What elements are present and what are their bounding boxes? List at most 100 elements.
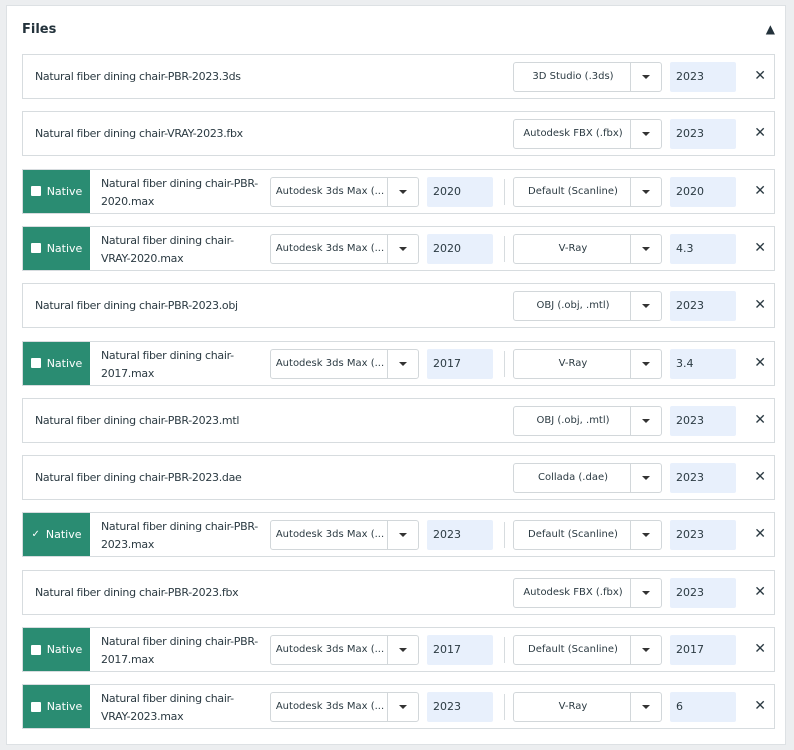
native-checkbox[interactable]: Native xyxy=(23,341,90,385)
native-checkbox[interactable]: ✓ Native xyxy=(23,513,90,557)
application-version-input[interactable]: 2017 xyxy=(427,635,493,665)
caret-down-icon[interactable] xyxy=(630,120,661,149)
native-checkbox[interactable]: Native xyxy=(23,685,90,729)
file-name: Natural fiber dining chair-2017.max xyxy=(101,348,234,380)
caret-down-icon[interactable] xyxy=(387,349,418,378)
chevron-up-icon[interactable]: ▲ xyxy=(765,22,775,36)
version-input[interactable]: 2020 xyxy=(670,176,736,207)
version-input[interactable]: 3.4 xyxy=(670,348,736,379)
select-value: 3D Studio (.3ds) xyxy=(532,71,614,82)
caret-down-icon[interactable] xyxy=(630,464,661,493)
caret-down-icon[interactable] xyxy=(630,349,661,378)
application-version-input[interactable]: 2020 xyxy=(427,176,493,207)
version-input[interactable]: 2023 xyxy=(670,62,736,92)
native-label: Native xyxy=(46,643,83,656)
application-select[interactable]: Autodesk 3ds Max (... xyxy=(270,176,419,207)
version-input[interactable]: 2023 xyxy=(670,119,736,150)
file-name: Natural fiber dining chair-PBR-2023.obj xyxy=(35,299,238,313)
caret-down-icon[interactable] xyxy=(387,177,418,206)
file-row: Natural fiber dining chair-PBR-2023.dae C… xyxy=(22,455,775,501)
version-input[interactable]: 2023 xyxy=(670,520,736,551)
version-input[interactable]: 2023 xyxy=(670,291,736,322)
select-value: Autodesk 3ds Max (... xyxy=(275,529,385,541)
caret-down-icon[interactable] xyxy=(630,521,661,550)
divider xyxy=(504,637,505,663)
application-version-input[interactable]: 2023 xyxy=(427,692,493,723)
format-select[interactable]: Default (Scanline) xyxy=(513,635,662,665)
format-select[interactable]: OBJ (.obj, .mtl) xyxy=(513,405,662,436)
caret-down-icon[interactable] xyxy=(387,234,418,263)
remove-file-icon[interactable]: ✕ xyxy=(754,297,766,314)
application-select[interactable]: Autodesk 3ds Max (... xyxy=(270,635,419,665)
file-row: Natural fiber dining chair-PBR-2023.obj O… xyxy=(22,283,775,329)
native-label: Native xyxy=(46,184,83,198)
format-select[interactable]: Default (Scanline) xyxy=(513,176,662,207)
file-name: Natural fiber dining chair-PBR-2020.max xyxy=(101,176,258,208)
format-select[interactable]: OBJ (.obj, .mtl) xyxy=(513,291,662,322)
remove-file-icon[interactable]: ✕ xyxy=(754,68,766,84)
caret-down-icon[interactable] xyxy=(387,693,418,722)
version-input[interactable]: 2017 xyxy=(670,635,736,665)
version-input[interactable]: 6 xyxy=(670,692,736,723)
remove-file-icon[interactable]: ✕ xyxy=(754,125,766,142)
remove-file-icon[interactable]: ✕ xyxy=(754,182,766,199)
native-checkbox[interactable]: Native xyxy=(23,226,90,270)
format-select[interactable]: Default (Scanline) xyxy=(513,520,662,551)
application-select[interactable]: Autodesk 3ds Max (... xyxy=(270,520,419,551)
caret-down-icon[interactable] xyxy=(387,521,418,550)
caret-down-icon[interactable] xyxy=(630,177,661,206)
select-value: OBJ (.obj, .mtl) xyxy=(536,414,610,426)
format-select[interactable]: V-Ray xyxy=(513,348,662,379)
divider xyxy=(504,522,505,549)
select-value: Autodesk 3ds Max (... xyxy=(275,185,385,197)
remove-file-icon[interactable]: ✕ xyxy=(754,354,766,371)
remove-file-icon[interactable]: ✕ xyxy=(754,583,766,600)
file-row: Native Natural fiber dining chair-PBR-201… xyxy=(22,627,775,672)
application-version-input[interactable]: 2020 xyxy=(427,233,493,264)
divider xyxy=(504,350,505,377)
file-name: Natural fiber dining chair-PBR-2017.max xyxy=(101,635,258,666)
application-select[interactable]: Autodesk 3ds Max (... xyxy=(270,692,419,723)
application-select[interactable]: Autodesk 3ds Max (... xyxy=(270,348,419,379)
select-value: V-Ray xyxy=(558,701,588,713)
select-value: Autodesk 3ds Max (... xyxy=(275,242,385,254)
native-checkbox[interactable]: Native xyxy=(23,169,90,213)
caret-down-icon[interactable] xyxy=(387,636,418,664)
remove-file-icon[interactable]: ✕ xyxy=(754,526,766,543)
format-select[interactable]: 3D Studio (.3ds) xyxy=(513,62,662,92)
version-input[interactable]: 2023 xyxy=(670,463,736,494)
format-select[interactable]: Collada (.dae) xyxy=(513,463,662,494)
caret-down-icon[interactable] xyxy=(630,406,661,435)
select-value: V-Ray xyxy=(558,242,588,254)
caret-down-icon[interactable] xyxy=(630,292,661,321)
file-name: Natural fiber dining chair-PBR-2023.mtl xyxy=(35,413,240,427)
application-version-input[interactable]: 2023 xyxy=(427,520,493,551)
native-checkbox[interactable]: Native xyxy=(23,628,90,671)
remove-file-icon[interactable]: ✕ xyxy=(754,469,766,486)
application-version-input[interactable]: 2017 xyxy=(427,348,493,379)
version-input[interactable]: 2023 xyxy=(670,577,736,608)
remove-file-icon[interactable]: ✕ xyxy=(754,698,766,715)
format-select[interactable]: V-Ray xyxy=(513,233,662,264)
remove-file-icon[interactable]: ✕ xyxy=(754,411,766,428)
format-select[interactable]: V-Ray xyxy=(513,692,662,723)
format-select[interactable]: Autodesk FBX (.fbx) xyxy=(513,577,662,608)
caret-down-icon[interactable] xyxy=(630,63,661,91)
remove-file-icon[interactable]: ✕ xyxy=(754,239,766,256)
format-select[interactable]: Autodesk FBX (.fbx) xyxy=(513,119,662,150)
checkbox-icon xyxy=(30,358,41,368)
caret-down-icon[interactable] xyxy=(630,234,661,263)
application-select[interactable]: Autodesk 3ds Max (... xyxy=(270,233,419,264)
version-input[interactable]: 2023 xyxy=(670,405,736,436)
caret-down-icon[interactable] xyxy=(630,578,661,607)
select-value: Default (Scanline) xyxy=(528,644,618,655)
caret-down-icon[interactable] xyxy=(630,636,661,664)
remove-file-icon[interactable]: ✕ xyxy=(754,641,766,657)
caret-down-icon[interactable] xyxy=(630,693,661,722)
divider xyxy=(504,178,505,205)
version-input[interactable]: 4.3 xyxy=(670,233,736,264)
checkbox-icon xyxy=(30,243,41,254)
native-label: Native xyxy=(45,528,82,542)
files-panel: Files ▲ Natural fiber dining chair-PBR-2… xyxy=(6,5,786,745)
checkbox-icon xyxy=(30,644,41,655)
